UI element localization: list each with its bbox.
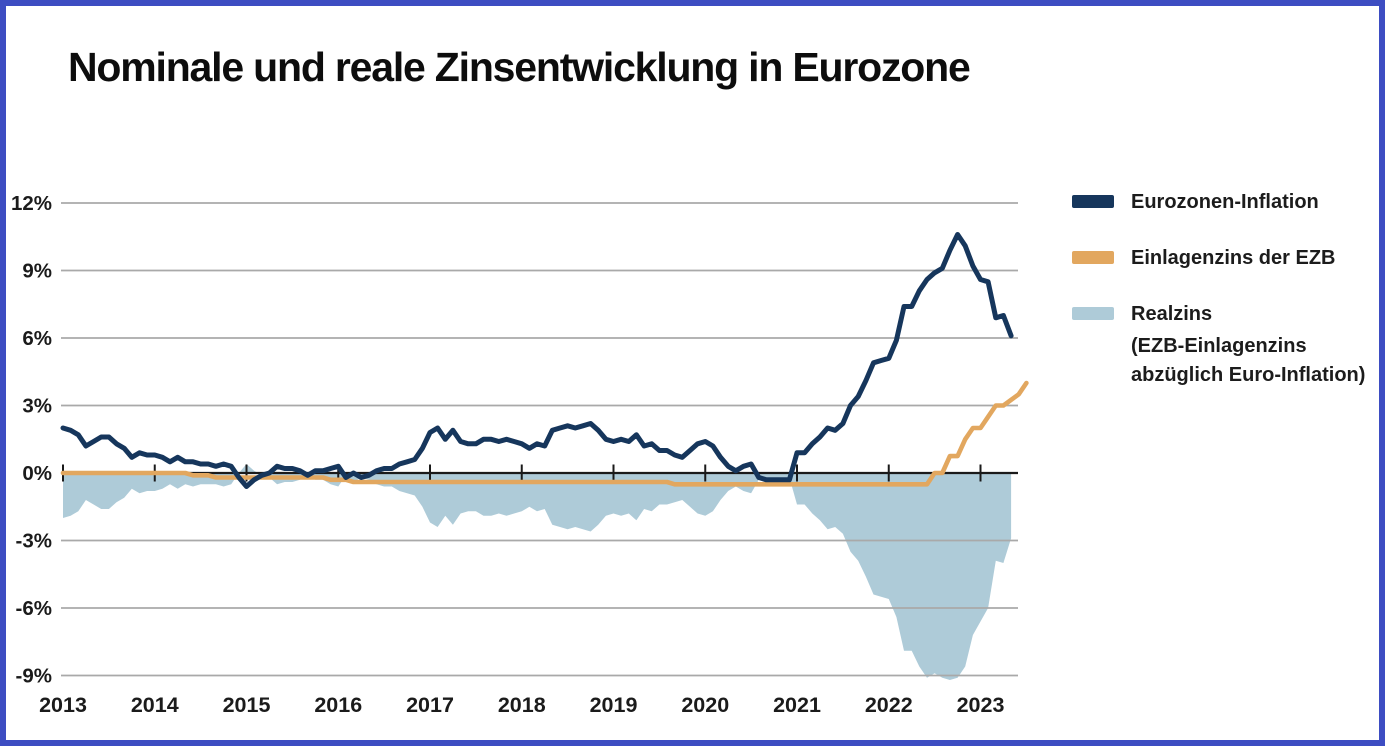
y-axis-label: 3% bbox=[22, 395, 52, 418]
legend-item-eurozonen-inflation: Eurozonen-Inflation bbox=[1072, 190, 1379, 214]
chart-legend: Eurozonen-Inflation Einlagenzins der EZB… bbox=[1072, 190, 1379, 422]
legend-sublabel-realzins-line2: abzüglich Euro-Inflation) bbox=[1131, 364, 1366, 386]
y-axis-label: -6% bbox=[16, 597, 52, 620]
page-title: Nominale und reale Zinsentwicklung in Eu… bbox=[68, 44, 971, 90]
legend-item-realzins: Realzins (EZB-Einlagenzins abzüglich Eur… bbox=[1072, 302, 1379, 390]
x-axis-label: 2015 bbox=[223, 693, 271, 717]
x-axis-label: 2014 bbox=[131, 693, 179, 717]
deposit-rate-swatch-icon bbox=[1072, 251, 1114, 264]
x-axis-label: 2019 bbox=[590, 693, 638, 717]
realzins-swatch-icon bbox=[1072, 307, 1114, 320]
x-axis-label: 2022 bbox=[865, 693, 913, 717]
deposit-rate-line bbox=[60, 380, 1029, 487]
inflation-swatch-icon bbox=[1072, 195, 1114, 208]
y-axis-label: 9% bbox=[22, 260, 52, 283]
x-axis-label: 2023 bbox=[957, 693, 1005, 717]
x-axis-label: 2018 bbox=[498, 693, 546, 717]
x-axis-label: 2017 bbox=[406, 693, 454, 717]
x-axis-label: 2021 bbox=[773, 693, 821, 717]
legend-label-inflation: Eurozonen-Inflation bbox=[1131, 191, 1319, 213]
x-axis-label: 2016 bbox=[314, 693, 362, 717]
legend-sublabel-realzins-line1: (EZB-Einlagenzins bbox=[1131, 335, 1307, 357]
y-axis-label: 6% bbox=[22, 327, 52, 350]
y-axis-label: -9% bbox=[16, 665, 52, 688]
y-axis-label: 0% bbox=[22, 462, 52, 485]
interest-rate-chart: 12% 9% 6% 3% 0% -3% -6% -9% 2013 2014 2015 2016 2017… bbox=[11, 192, 1029, 717]
y-axis-label: -3% bbox=[16, 530, 52, 553]
x-axis-label: 2020 bbox=[681, 693, 729, 717]
legend-item-einlagenzins: Einlagenzins der EZB bbox=[1072, 246, 1379, 270]
realzins-area bbox=[63, 464, 1012, 680]
legend-label-einlagenzins: Einlagenzins der EZB bbox=[1131, 247, 1336, 269]
inflation-line bbox=[60, 232, 1014, 489]
legend-label-realzins: Realzins bbox=[1131, 303, 1213, 325]
x-axis-label: 2013 bbox=[39, 693, 87, 717]
y-axis-label: 12% bbox=[11, 192, 52, 215]
